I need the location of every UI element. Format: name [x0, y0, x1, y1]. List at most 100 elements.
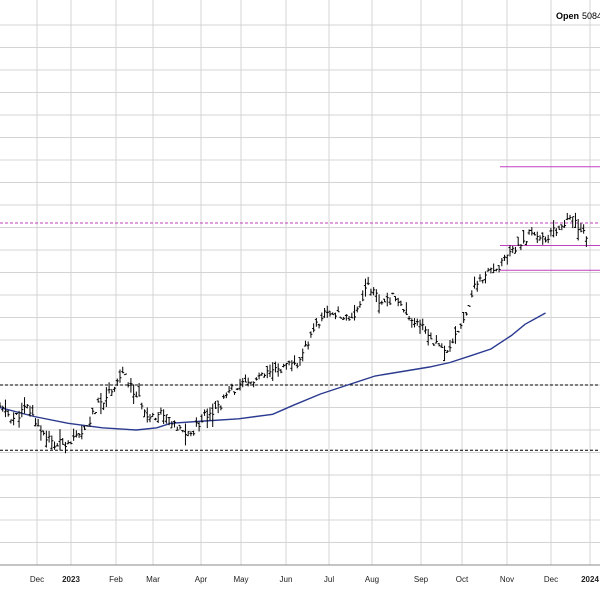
- price-bar: [483, 271, 487, 284]
- price-bar: [132, 384, 136, 404]
- price-bar: [489, 267, 493, 274]
- price-bar: [295, 362, 299, 369]
- price-bar: [235, 388, 239, 391]
- price-bar: [426, 328, 430, 346]
- x-tick-label: Jul: [324, 575, 334, 584]
- price-bar: [175, 426, 179, 431]
- price-bar: [74, 430, 78, 438]
- price-bar: [96, 397, 100, 403]
- price-bar: [475, 280, 479, 292]
- moving-average-line: [0, 312, 546, 431]
- price-bar: [23, 397, 27, 414]
- price-bar: [137, 382, 141, 397]
- price-bar: [197, 421, 201, 432]
- price-bar: [58, 429, 62, 451]
- price-bar: [140, 402, 144, 410]
- price-bar: [164, 414, 168, 424]
- price-bar: [399, 300, 403, 307]
- price-bar: [173, 420, 177, 428]
- price-bar: [312, 323, 316, 333]
- price-bar: [14, 412, 18, 415]
- price-bar: [123, 373, 127, 376]
- grid: [0, 0, 600, 566]
- price-bar: [323, 308, 327, 318]
- price-bar: [243, 374, 247, 383]
- price-bar: [492, 263, 496, 274]
- price-bar: [549, 227, 553, 237]
- price-bar: [126, 382, 130, 388]
- price-bar: [61, 437, 65, 445]
- price-bar: [511, 245, 515, 254]
- price-bar: [317, 323, 321, 329]
- price-bar: [44, 430, 48, 448]
- price-bar: [260, 372, 264, 376]
- price-bar: [102, 402, 106, 411]
- price-bar: [282, 363, 286, 368]
- price-bar: [47, 430, 51, 443]
- price-bar: [143, 409, 147, 418]
- price-bar: [69, 441, 73, 445]
- price-bar: [121, 366, 125, 374]
- price-bar: [503, 254, 507, 261]
- horizontal-levels: [0, 166, 600, 451]
- price-bar: [538, 235, 542, 241]
- price-bar: [213, 401, 217, 409]
- price-bar: [358, 301, 362, 308]
- price-bar: [254, 377, 258, 381]
- price-bar: [88, 416, 92, 427]
- price-bar: [0, 402, 2, 408]
- price-bar: [443, 345, 447, 362]
- price-bar: [306, 341, 310, 350]
- price-bar: [413, 318, 417, 328]
- price-bar: [25, 404, 29, 409]
- price-bar: [77, 433, 81, 438]
- price-bar: [252, 381, 256, 388]
- price-bar: [494, 268, 498, 272]
- price-bar: [563, 219, 567, 228]
- price-bar: [53, 441, 57, 450]
- price-bar: [271, 362, 275, 381]
- price-bar: [456, 330, 460, 333]
- price-bar: [279, 368, 283, 374]
- price-bar: [421, 318, 425, 331]
- price-bar: [500, 257, 504, 267]
- price-bar: [151, 412, 155, 418]
- price-bar: [508, 245, 512, 257]
- price-bar: [497, 265, 501, 273]
- price-bar: [347, 315, 351, 321]
- price-bar: [265, 365, 269, 379]
- price-bar: [372, 287, 376, 296]
- price-bar: [227, 386, 231, 394]
- price-bar: [393, 296, 397, 302]
- price-bar: [159, 407, 163, 415]
- price-bar: [554, 228, 558, 237]
- price-bar: [301, 348, 305, 362]
- price-bar: [309, 331, 313, 338]
- price-bar: [189, 431, 193, 437]
- price-bar: [464, 312, 468, 316]
- price-bar: [208, 407, 212, 421]
- price-bar: [156, 411, 160, 423]
- price-bar: [6, 410, 10, 417]
- price-bar: [355, 306, 359, 313]
- x-tick-label: Dec: [544, 575, 558, 584]
- price-bar: [230, 383, 234, 391]
- price-bar: [186, 431, 190, 437]
- price-bar: [33, 418, 37, 427]
- price-bar: [459, 323, 463, 329]
- price-bar: [290, 360, 294, 372]
- price-bar: [391, 292, 395, 295]
- price-bar: [533, 231, 537, 236]
- price-bar: [1, 405, 5, 412]
- x-tick-label: Jun: [280, 575, 293, 584]
- price-bar: [63, 441, 67, 454]
- price-bar: [582, 224, 586, 234]
- price-bar: [336, 306, 340, 313]
- price-bar: [478, 274, 482, 282]
- price-bar: [134, 391, 138, 398]
- x-tick-label: Feb: [109, 575, 123, 584]
- price-bar: [344, 314, 348, 321]
- price-bar: [273, 361, 277, 373]
- price-bar: [527, 229, 531, 235]
